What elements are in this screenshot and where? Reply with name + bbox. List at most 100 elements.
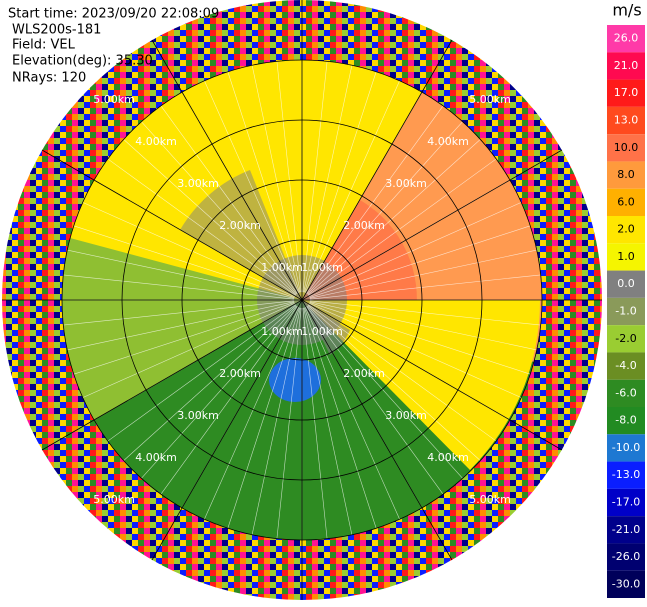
ray-line bbox=[227, 307, 300, 529]
colorbar-block bbox=[607, 407, 645, 435]
ray-line bbox=[304, 307, 400, 520]
colorbar-tick-label: 26.0 bbox=[614, 32, 639, 45]
ray-line bbox=[309, 302, 531, 375]
ray-line bbox=[204, 307, 300, 520]
ray-line bbox=[141, 305, 297, 479]
ray-line bbox=[123, 139, 297, 295]
range-label: 5.00km bbox=[93, 493, 135, 506]
colorbar-block bbox=[607, 516, 645, 544]
ray-line bbox=[107, 158, 296, 296]
ray-line bbox=[307, 305, 463, 479]
colorbar-tick-label: 21.0 bbox=[614, 59, 639, 72]
ray-line bbox=[63, 300, 295, 326]
ray-line bbox=[276, 307, 302, 539]
ray-line bbox=[309, 302, 522, 398]
colorbar-block bbox=[607, 325, 645, 353]
colorbar-tick-label: 10.0 bbox=[614, 141, 639, 154]
ray-line bbox=[309, 202, 522, 298]
ray-line bbox=[306, 306, 444, 495]
ray-line bbox=[123, 305, 297, 461]
colorbar-block bbox=[607, 461, 645, 489]
colorbar-tick-label: -6.0 bbox=[615, 386, 636, 399]
range-label: 4.00km bbox=[427, 135, 469, 148]
range-label: 3.00km bbox=[177, 409, 219, 422]
ray-line bbox=[308, 304, 497, 442]
range-label: 4.00km bbox=[427, 451, 469, 464]
ray-line bbox=[309, 225, 531, 298]
ray-line bbox=[308, 158, 497, 296]
range-label: 2.00km bbox=[219, 367, 261, 380]
range-label: 3.00km bbox=[385, 409, 427, 422]
range-label: 2.00km bbox=[343, 219, 385, 232]
colorbar-block bbox=[607, 543, 645, 571]
colorbar-tick-label: 13.0 bbox=[614, 114, 639, 127]
ray-line bbox=[67, 301, 295, 351]
colorbar-block bbox=[607, 488, 645, 517]
field: Field: VEL bbox=[12, 38, 76, 53]
colorbar-tick-label: 0.0 bbox=[617, 277, 635, 290]
ray-line bbox=[227, 71, 300, 293]
colorbar-block bbox=[607, 434, 645, 462]
ray-line bbox=[107, 304, 296, 442]
ray-line bbox=[302, 61, 328, 293]
ray-line bbox=[141, 121, 297, 295]
colorbar-block bbox=[607, 134, 645, 162]
colorbar-block bbox=[607, 243, 645, 271]
range-label: 3.00km bbox=[385, 177, 427, 190]
colorbar-tick-label: 6.0 bbox=[617, 195, 635, 208]
ray-line bbox=[309, 249, 537, 299]
ray-line bbox=[251, 307, 301, 535]
ray-line bbox=[302, 307, 328, 539]
ray-line bbox=[307, 121, 463, 295]
ray-line bbox=[204, 80, 300, 293]
ray-line bbox=[306, 105, 444, 294]
ray-line bbox=[304, 80, 400, 293]
colorbar-tick-label: -21.0 bbox=[612, 523, 640, 536]
ray-line bbox=[67, 249, 295, 299]
ray-line bbox=[303, 307, 353, 535]
colorbar-block bbox=[607, 352, 645, 380]
elevation: Elevation(deg): 35.30 bbox=[12, 54, 153, 69]
range-label: 1.00km bbox=[261, 325, 303, 338]
range-label: 1.00km bbox=[301, 325, 343, 338]
colorbar-tick-label: 2.0 bbox=[617, 223, 635, 236]
colorbar-tick-label: -30.0 bbox=[612, 577, 640, 590]
ray-line bbox=[309, 301, 537, 351]
range-label: 3.00km bbox=[177, 177, 219, 190]
ray-line bbox=[82, 202, 295, 298]
range-label: 4.00km bbox=[135, 451, 177, 464]
colorbar-block bbox=[607, 52, 645, 80]
ray-line bbox=[307, 305, 481, 461]
ray-line bbox=[73, 225, 295, 298]
range-label: 2.00km bbox=[219, 219, 261, 232]
colorbar-tick-label: -8.0 bbox=[615, 414, 636, 427]
colorbar-tick-label: -1.0 bbox=[615, 305, 636, 318]
range-label: 2.00km bbox=[343, 367, 385, 380]
ray-line bbox=[73, 302, 295, 375]
nrays: NRays: 120 bbox=[12, 71, 86, 86]
ray-line bbox=[63, 274, 295, 300]
colorbar-block bbox=[607, 379, 645, 407]
velocity-field bbox=[2, 0, 602, 600]
colorbar-block bbox=[607, 106, 645, 135]
colorbar-block bbox=[607, 79, 645, 107]
range-label: 5.00km bbox=[469, 93, 511, 106]
colorbar-block bbox=[607, 216, 645, 244]
colorbar-block bbox=[607, 188, 645, 216]
colorbar-tick-label: -13.0 bbox=[612, 468, 640, 481]
start-time: Start time: 2023/09/20 22:08:09 bbox=[8, 7, 219, 22]
ray-line bbox=[304, 307, 377, 529]
ray-line bbox=[82, 302, 295, 398]
ray-line bbox=[303, 65, 353, 293]
colorbar-tick-label: 8.0 bbox=[617, 168, 635, 181]
ray-line bbox=[309, 274, 541, 300]
ray-line bbox=[160, 306, 298, 495]
colorbar-tick-label: -2.0 bbox=[615, 332, 636, 345]
colorbar-block bbox=[607, 161, 645, 189]
colorbar-tick-label: 17.0 bbox=[614, 86, 639, 99]
range-label: 1.00km bbox=[301, 261, 343, 274]
range-label: 5.00km bbox=[469, 493, 511, 506]
range-rings bbox=[2, 0, 602, 600]
